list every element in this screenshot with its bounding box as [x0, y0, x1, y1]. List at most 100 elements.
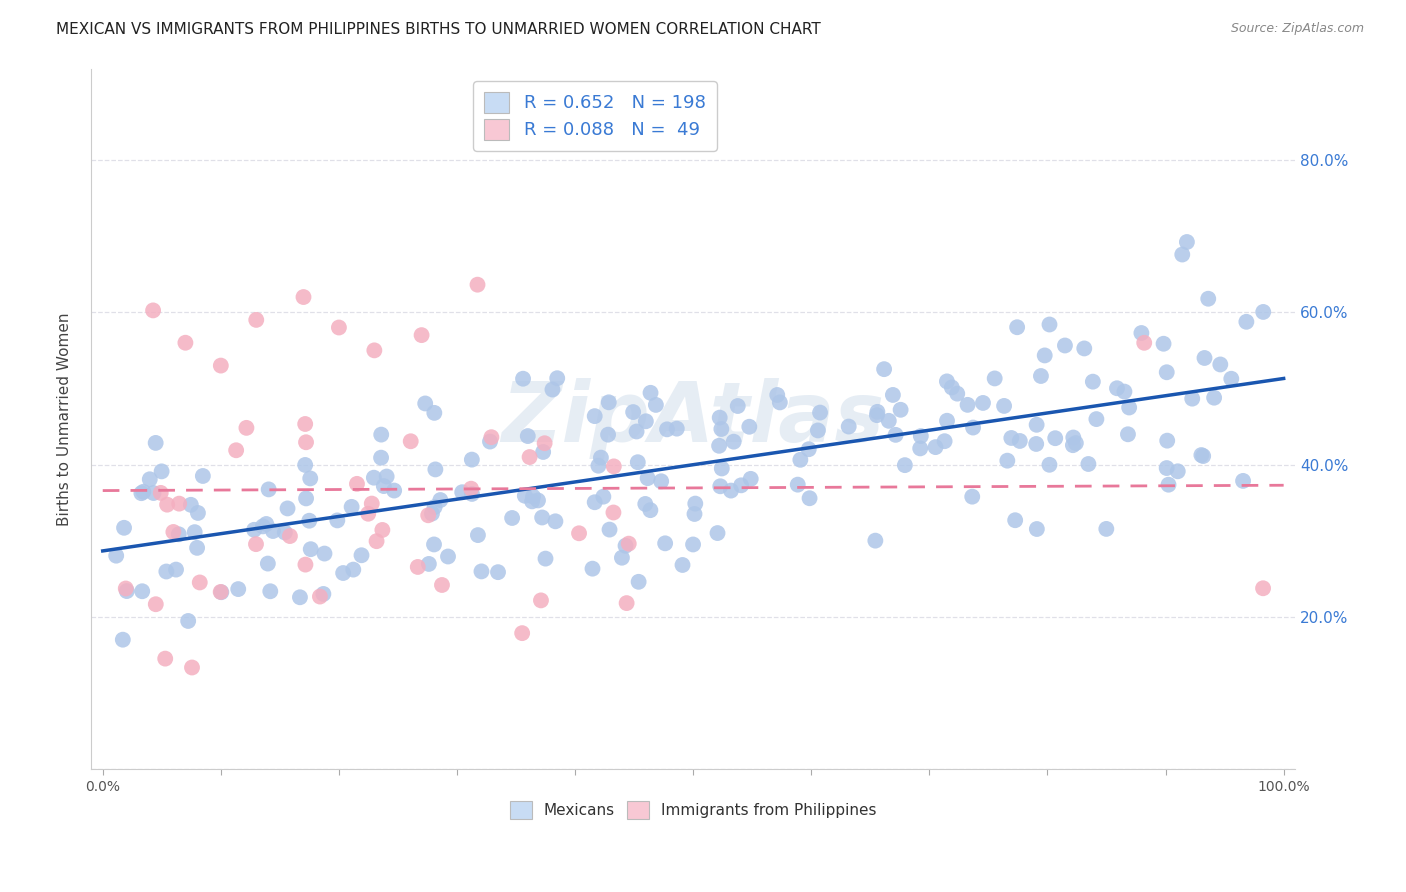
Point: [1209, 358, 1232, 372]
Point: [139, 472, 162, 486]
Point: [941, 380, 963, 394]
Point: [1064, 436, 1087, 450]
Point: [357, 507, 380, 521]
Point: [583, 495, 606, 509]
Point: [766, 388, 789, 402]
Point: [936, 414, 959, 428]
Point: [807, 424, 830, 438]
Point: [1053, 338, 1076, 352]
Point: [288, 591, 311, 605]
Point: [420, 507, 443, 521]
Point: [626, 425, 648, 439]
Point: [799, 491, 821, 506]
Point: [640, 385, 662, 400]
Point: [1000, 431, 1022, 445]
Point: [1038, 318, 1060, 332]
Point: [314, 547, 336, 561]
Point: [1062, 430, 1084, 444]
Point: [894, 458, 917, 472]
Point: [278, 529, 301, 543]
Point: [634, 497, 657, 511]
Point: [602, 506, 624, 520]
Point: [142, 303, 165, 318]
Point: [299, 471, 322, 485]
Point: [461, 452, 484, 467]
Point: [786, 477, 808, 491]
Point: [1005, 320, 1028, 334]
Point: [1251, 305, 1274, 319]
Point: [740, 472, 762, 486]
Point: [105, 549, 128, 563]
Point: [326, 513, 349, 527]
Point: [346, 476, 368, 491]
Point: [226, 582, 249, 596]
Point: [252, 519, 274, 533]
Point: [360, 497, 382, 511]
Point: [738, 419, 761, 434]
Text: ZipAtlas: ZipAtlas: [502, 378, 884, 459]
Point: [592, 490, 614, 504]
Point: [451, 485, 474, 500]
Point: [588, 458, 610, 473]
Point: [363, 343, 385, 358]
Point: [723, 434, 745, 449]
Point: [614, 539, 637, 553]
Point: [259, 584, 281, 599]
Point: [149, 486, 172, 500]
Point: [142, 486, 165, 500]
Point: [882, 388, 904, 402]
Point: [520, 494, 543, 508]
Point: [309, 590, 332, 604]
Point: [183, 525, 205, 540]
Point: [1234, 315, 1257, 329]
Point: [209, 359, 232, 373]
Point: [423, 500, 446, 514]
Point: [294, 458, 316, 472]
Point: [1038, 458, 1060, 472]
Point: [910, 429, 932, 443]
Point: [884, 428, 907, 442]
Point: [1008, 434, 1031, 448]
Point: [418, 557, 440, 571]
Point: [373, 479, 395, 493]
Point: [1171, 247, 1194, 261]
Point: [544, 514, 567, 528]
Point: [516, 429, 538, 443]
Point: [650, 475, 672, 489]
Point: [513, 489, 536, 503]
Point: [382, 483, 405, 498]
Point: [610, 550, 633, 565]
Point: [155, 651, 177, 665]
Point: [375, 469, 398, 483]
Point: [467, 528, 489, 542]
Point: [1033, 348, 1056, 362]
Point: [481, 430, 503, 444]
Point: [838, 419, 860, 434]
Point: [1025, 437, 1047, 451]
Point: [430, 578, 453, 592]
Point: [132, 484, 155, 499]
Point: [890, 402, 912, 417]
Point: [411, 328, 433, 343]
Point: [1156, 365, 1178, 379]
Point: [710, 461, 733, 475]
Point: [112, 521, 135, 535]
Point: [789, 452, 811, 467]
Point: [470, 565, 492, 579]
Point: [399, 434, 422, 449]
Point: [621, 405, 644, 419]
Point: [1153, 336, 1175, 351]
Point: [519, 450, 541, 464]
Point: [599, 523, 621, 537]
Point: [1204, 391, 1226, 405]
Point: [245, 313, 267, 327]
Point: [1116, 427, 1139, 442]
Point: [187, 506, 209, 520]
Point: [155, 565, 177, 579]
Point: [644, 398, 666, 412]
Point: [1181, 392, 1204, 406]
Point: [627, 455, 650, 469]
Point: [366, 534, 388, 549]
Point: [527, 493, 550, 508]
Point: [177, 614, 200, 628]
